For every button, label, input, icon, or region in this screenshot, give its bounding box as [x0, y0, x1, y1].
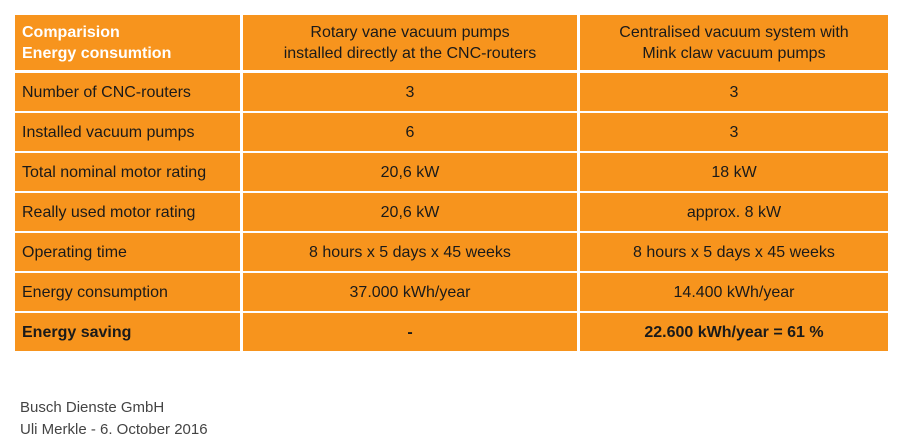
- table-cell: 22.600 kWh/year = 61 %: [580, 313, 888, 351]
- table-cell: 3: [580, 73, 888, 111]
- table-cell: Operating time: [15, 233, 240, 271]
- table-cell: -: [243, 313, 577, 351]
- table-cell: Number of CNC-routers: [15, 73, 240, 111]
- table-cell: 14.400 kWh/year: [580, 273, 888, 311]
- table-cell: approx. 8 kW: [580, 193, 888, 231]
- table-cell: Really used motor rating: [15, 193, 240, 231]
- footer-author: Uli Merkle - 6. October 2016: [20, 421, 208, 438]
- header-cell: Centralised vacuum system with Mink claw …: [580, 15, 888, 70]
- header-line: Centralised vacuum system with: [619, 23, 849, 41]
- table-cell: Installed vacuum pumps: [15, 113, 240, 151]
- table-cell: 18 kW: [580, 153, 888, 191]
- table-cell: 3: [243, 73, 577, 111]
- table-cell: 3: [580, 113, 888, 151]
- header-line: Rotary vane vacuum pumps: [310, 23, 510, 41]
- footer-company: Busch Dienste GmbH: [20, 399, 165, 416]
- header-line: Energy consumtion: [22, 44, 172, 62]
- table-cell: 8 hours x 5 days x 45 weeks: [580, 233, 888, 271]
- header-line: Comparision: [22, 23, 120, 41]
- header-cell: Comparision Energy consumtion: [15, 15, 240, 70]
- table-cell: 20,6 kW: [243, 193, 577, 231]
- table-cell: 20,6 kW: [243, 153, 577, 191]
- table-cell: Energy saving: [15, 313, 240, 351]
- table-cell: Total nominal motor rating: [15, 153, 240, 191]
- table-cell: Energy consumption: [15, 273, 240, 311]
- table-cell: 37.000 kWh/year: [243, 273, 577, 311]
- header-line: installed directly at the CNC-routers: [283, 44, 537, 62]
- table-cell: 8 hours x 5 days x 45 weeks: [243, 233, 577, 271]
- header-cell: Rotary vane vacuum pumps installed direct…: [243, 15, 577, 70]
- table-cell: 6: [243, 113, 577, 151]
- header-line: Mink claw vacuum pumps: [642, 44, 826, 62]
